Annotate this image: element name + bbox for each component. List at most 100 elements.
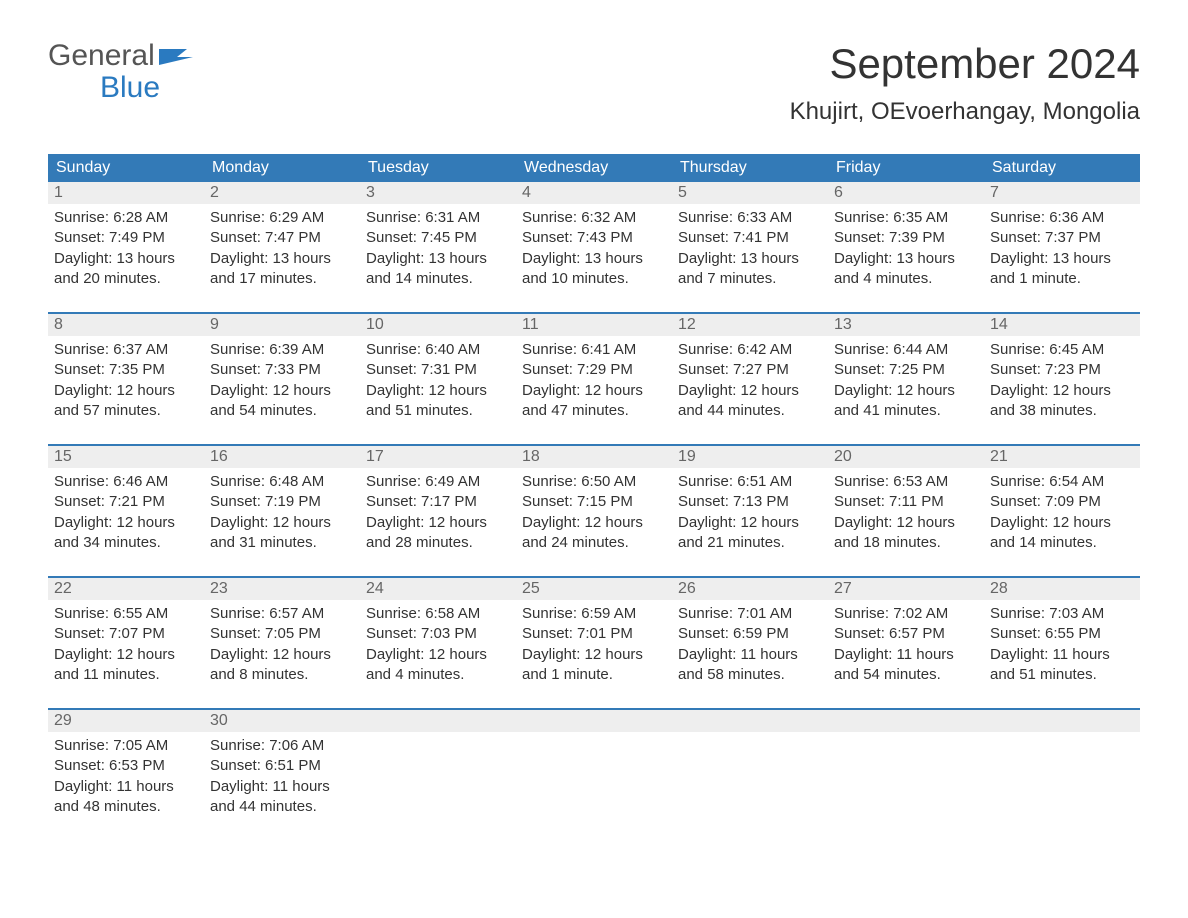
day-cell: 1Sunrise: 6:28 AMSunset: 7:49 PMDaylight… xyxy=(48,182,204,304)
day-number xyxy=(828,710,984,732)
day-body: Sunrise: 6:41 AMSunset: 7:29 PMDaylight:… xyxy=(516,336,672,427)
sunset-text: Sunset: 6:55 PM xyxy=(990,624,1134,644)
daylight-line1: Daylight: 11 hours xyxy=(990,645,1134,665)
day-body: Sunrise: 7:01 AMSunset: 6:59 PMDaylight:… xyxy=(672,600,828,691)
day-number: 5 xyxy=(672,182,828,204)
sunrise-text: Sunrise: 6:46 AM xyxy=(54,472,198,492)
sunrise-text: Sunrise: 6:54 AM xyxy=(990,472,1134,492)
sunrise-text: Sunrise: 6:51 AM xyxy=(678,472,822,492)
daylight-line1: Daylight: 12 hours xyxy=(990,513,1134,533)
dow-cell: Sunday xyxy=(48,154,204,182)
daylight-line1: Daylight: 11 hours xyxy=(678,645,822,665)
sunset-text: Sunset: 7:35 PM xyxy=(54,360,198,380)
day-body: Sunrise: 6:57 AMSunset: 7:05 PMDaylight:… xyxy=(204,600,360,691)
day-cell: 20Sunrise: 6:53 AMSunset: 7:11 PMDayligh… xyxy=(828,446,984,568)
day-number: 17 xyxy=(360,446,516,468)
day-cell: 18Sunrise: 6:50 AMSunset: 7:15 PMDayligh… xyxy=(516,446,672,568)
day-body: Sunrise: 6:39 AMSunset: 7:33 PMDaylight:… xyxy=(204,336,360,427)
page-header: General Blue September 2024 Khujirt, OEv… xyxy=(48,40,1140,126)
sunrise-text: Sunrise: 7:01 AM xyxy=(678,604,822,624)
day-body: Sunrise: 6:48 AMSunset: 7:19 PMDaylight:… xyxy=(204,468,360,559)
daylight-line1: Daylight: 12 hours xyxy=(210,381,354,401)
daylight-line2: and 20 minutes. xyxy=(54,269,198,289)
day-body: Sunrise: 6:49 AMSunset: 7:17 PMDaylight:… xyxy=(360,468,516,559)
sunrise-text: Sunrise: 6:48 AM xyxy=(210,472,354,492)
sunrise-text: Sunrise: 7:02 AM xyxy=(834,604,978,624)
day-cell: 16Sunrise: 6:48 AMSunset: 7:19 PMDayligh… xyxy=(204,446,360,568)
day-number: 16 xyxy=(204,446,360,468)
day-number: 15 xyxy=(48,446,204,468)
daylight-line1: Daylight: 12 hours xyxy=(54,645,198,665)
day-body: Sunrise: 7:06 AMSunset: 6:51 PMDaylight:… xyxy=(204,732,360,823)
day-body: Sunrise: 7:05 AMSunset: 6:53 PMDaylight:… xyxy=(48,732,204,823)
flag-icon xyxy=(159,40,193,72)
daylight-line2: and 51 minutes. xyxy=(990,665,1134,685)
daylight-line2: and 17 minutes. xyxy=(210,269,354,289)
daylight-line1: Daylight: 13 hours xyxy=(834,249,978,269)
sunset-text: Sunset: 7:31 PM xyxy=(366,360,510,380)
day-number: 30 xyxy=(204,710,360,732)
month-title: September 2024 xyxy=(790,40,1140,88)
week-row: 15Sunrise: 6:46 AMSunset: 7:21 PMDayligh… xyxy=(48,444,1140,568)
sunrise-text: Sunrise: 6:50 AM xyxy=(522,472,666,492)
daylight-line2: and 1 minute. xyxy=(990,269,1134,289)
sunset-text: Sunset: 7:29 PM xyxy=(522,360,666,380)
daylight-line1: Daylight: 12 hours xyxy=(54,381,198,401)
sunrise-text: Sunrise: 6:44 AM xyxy=(834,340,978,360)
dow-cell: Wednesday xyxy=(516,154,672,182)
day-cell: 22Sunrise: 6:55 AMSunset: 7:07 PMDayligh… xyxy=(48,578,204,700)
day-body: Sunrise: 6:33 AMSunset: 7:41 PMDaylight:… xyxy=(672,204,828,295)
daylight-line2: and 54 minutes. xyxy=(210,401,354,421)
daylight-line2: and 48 minutes. xyxy=(54,797,198,817)
day-cell: 5Sunrise: 6:33 AMSunset: 7:41 PMDaylight… xyxy=(672,182,828,304)
daylight-line1: Daylight: 12 hours xyxy=(834,513,978,533)
day-number: 24 xyxy=(360,578,516,600)
location-text: Khujirt, OEvoerhangay, Mongolia xyxy=(790,98,1140,126)
day-number xyxy=(672,710,828,732)
sunrise-text: Sunrise: 6:31 AM xyxy=(366,208,510,228)
daylight-line1: Daylight: 12 hours xyxy=(366,645,510,665)
dow-cell: Monday xyxy=(204,154,360,182)
daylight-line1: Daylight: 11 hours xyxy=(54,777,198,797)
sunrise-text: Sunrise: 6:55 AM xyxy=(54,604,198,624)
day-cell: 14Sunrise: 6:45 AMSunset: 7:23 PMDayligh… xyxy=(984,314,1140,436)
week-row: 29Sunrise: 7:05 AMSunset: 6:53 PMDayligh… xyxy=(48,708,1140,832)
daylight-line2: and 47 minutes. xyxy=(522,401,666,421)
sunrise-text: Sunrise: 6:33 AM xyxy=(678,208,822,228)
days-of-week-row: SundayMondayTuesdayWednesdayThursdayFrid… xyxy=(48,154,1140,182)
daylight-line2: and 44 minutes. xyxy=(210,797,354,817)
day-number: 26 xyxy=(672,578,828,600)
daylight-line2: and 54 minutes. xyxy=(834,665,978,685)
day-body: Sunrise: 6:44 AMSunset: 7:25 PMDaylight:… xyxy=(828,336,984,427)
day-cell: 26Sunrise: 7:01 AMSunset: 6:59 PMDayligh… xyxy=(672,578,828,700)
sunset-text: Sunset: 7:19 PM xyxy=(210,492,354,512)
day-body: Sunrise: 6:40 AMSunset: 7:31 PMDaylight:… xyxy=(360,336,516,427)
day-body: Sunrise: 6:54 AMSunset: 7:09 PMDaylight:… xyxy=(984,468,1140,559)
week-row: 22Sunrise: 6:55 AMSunset: 7:07 PMDayligh… xyxy=(48,576,1140,700)
day-cell: 15Sunrise: 6:46 AMSunset: 7:21 PMDayligh… xyxy=(48,446,204,568)
daylight-line1: Daylight: 13 hours xyxy=(990,249,1134,269)
sunrise-text: Sunrise: 6:35 AM xyxy=(834,208,978,228)
sunrise-text: Sunrise: 6:49 AM xyxy=(366,472,510,492)
day-body: Sunrise: 6:55 AMSunset: 7:07 PMDaylight:… xyxy=(48,600,204,691)
day-number: 25 xyxy=(516,578,672,600)
day-cell: 9Sunrise: 6:39 AMSunset: 7:33 PMDaylight… xyxy=(204,314,360,436)
day-body: Sunrise: 6:32 AMSunset: 7:43 PMDaylight:… xyxy=(516,204,672,295)
day-number: 9 xyxy=(204,314,360,336)
day-number: 28 xyxy=(984,578,1140,600)
day-cell: 2Sunrise: 6:29 AMSunset: 7:47 PMDaylight… xyxy=(204,182,360,304)
day-number: 11 xyxy=(516,314,672,336)
day-cell: 8Sunrise: 6:37 AMSunset: 7:35 PMDaylight… xyxy=(48,314,204,436)
calendar: SundayMondayTuesdayWednesdayThursdayFrid… xyxy=(48,154,1140,832)
day-body: Sunrise: 6:45 AMSunset: 7:23 PMDaylight:… xyxy=(984,336,1140,427)
sunrise-text: Sunrise: 6:40 AM xyxy=(366,340,510,360)
day-body: Sunrise: 6:35 AMSunset: 7:39 PMDaylight:… xyxy=(828,204,984,295)
day-body: Sunrise: 6:59 AMSunset: 7:01 PMDaylight:… xyxy=(516,600,672,691)
sunrise-text: Sunrise: 6:57 AM xyxy=(210,604,354,624)
day-number: 18 xyxy=(516,446,672,468)
day-cell: 4Sunrise: 6:32 AMSunset: 7:43 PMDaylight… xyxy=(516,182,672,304)
daylight-line2: and 38 minutes. xyxy=(990,401,1134,421)
day-cell: 11Sunrise: 6:41 AMSunset: 7:29 PMDayligh… xyxy=(516,314,672,436)
day-body: Sunrise: 6:37 AMSunset: 7:35 PMDaylight:… xyxy=(48,336,204,427)
sunset-text: Sunset: 7:03 PM xyxy=(366,624,510,644)
